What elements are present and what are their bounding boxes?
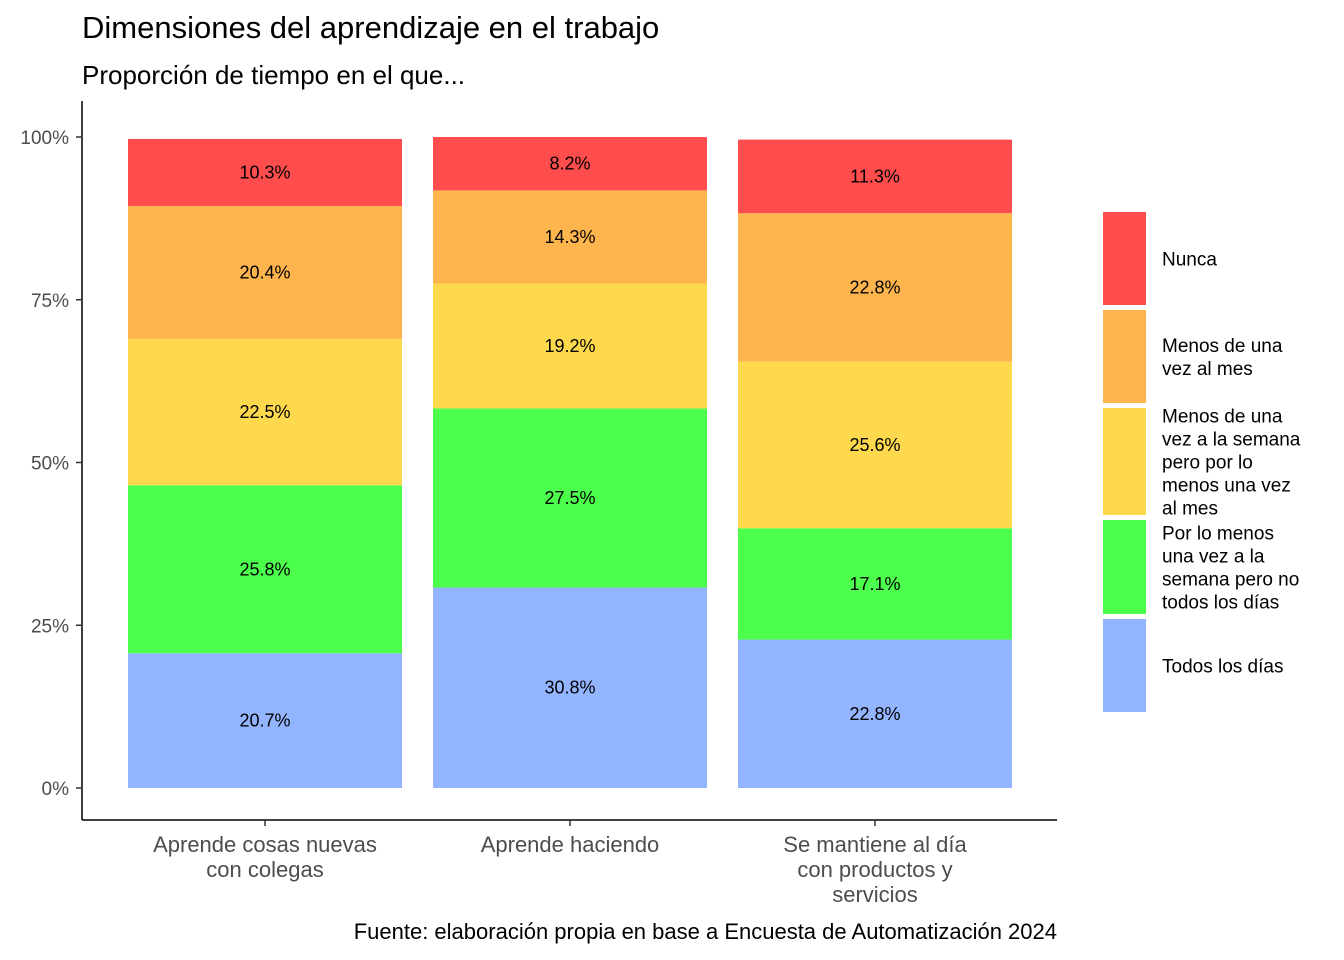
bars-layer <box>128 137 1012 788</box>
bar-segment <box>128 338 402 486</box>
legend-label: Menos de una vez a la semana pero por lo me… <box>1162 407 1301 520</box>
data-label: 22.5% <box>239 402 290 422</box>
legend-key <box>1103 619 1146 712</box>
bar-segment <box>128 206 402 339</box>
y-tick-label: 0% <box>42 779 70 800</box>
data-label: 27.5% <box>544 488 595 508</box>
data-label: 20.7% <box>239 711 290 731</box>
legend-key <box>1103 408 1146 515</box>
legend-label: Menos de una vez al mes <box>1162 336 1283 380</box>
bar-segment <box>128 138 402 207</box>
data-label: 19.2% <box>544 336 595 356</box>
legend-label: Todos los días <box>1162 657 1283 678</box>
legend-key <box>1103 520 1146 614</box>
bar-segment <box>433 137 707 191</box>
bar-segment <box>738 639 1012 788</box>
data-label: 22.8% <box>849 277 900 297</box>
legend-key <box>1103 212 1146 305</box>
data-label: 14.3% <box>544 227 595 247</box>
data-label: 25.8% <box>239 559 290 579</box>
chart-title: Dimensiones del aprendizaje en el trabaj… <box>82 10 660 45</box>
chart-caption: Fuente: elaboración propia en base a Enc… <box>353 919 1057 944</box>
data-labels-layer: 20.7% 25.8% 22.5% 20.4% 10.3% 30.8% 27.5% 19.2%… <box>239 154 900 731</box>
y-tick-label: 50% <box>31 454 69 475</box>
y-tick-label: 100% <box>20 128 69 149</box>
x-tick-label: Aprende cosas nuevas con colegas <box>153 832 377 882</box>
data-label: 11.3% <box>850 166 900 186</box>
legend: Nunca Menos de una vez al mes Menos de una v… <box>1103 212 1301 712</box>
data-label: 17.1% <box>849 574 900 594</box>
legend-label: Por lo menos una vez a la semana pero no to… <box>1162 524 1299 614</box>
axes-layer: 0% 25% 50% 75% 100% Aprende cosas nuevas con c… <box>20 101 1057 907</box>
bar-segment <box>128 485 402 654</box>
legend-label: Nunca <box>1162 250 1217 271</box>
data-label: 20.4% <box>239 262 290 282</box>
data-label: 25.6% <box>849 435 900 455</box>
chart-subtitle: Proporción de tiempo en el que... <box>82 60 466 90</box>
x-tick-label: Se mantiene al día con productos y servici… <box>783 832 967 907</box>
bar-segment <box>738 361 1012 529</box>
bar-segment <box>433 190 707 284</box>
data-label: 30.8% <box>544 678 595 698</box>
y-tick-label: 75% <box>31 291 69 312</box>
y-tick-label: 25% <box>31 616 69 637</box>
data-label: 8.2% <box>549 154 590 174</box>
data-label: 10.3% <box>239 162 290 182</box>
bar-segment <box>433 408 707 588</box>
bar-segment <box>433 283 707 409</box>
x-tick-label: Aprende haciendo <box>481 832 660 857</box>
bar-segment <box>433 587 707 788</box>
data-label: 22.8% <box>849 704 900 724</box>
legend-key <box>1103 310 1146 403</box>
bar-segment <box>738 139 1012 214</box>
bar-segment <box>128 653 402 788</box>
bar-segment <box>738 528 1012 640</box>
bar-segment <box>738 213 1012 362</box>
